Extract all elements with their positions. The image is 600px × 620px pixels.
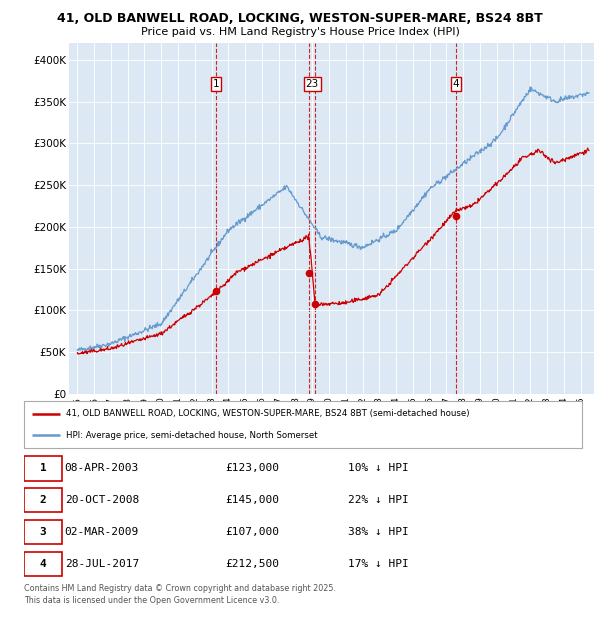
Text: £145,000: £145,000 [225, 495, 279, 505]
Text: 22% ↓ HPI: 22% ↓ HPI [347, 495, 409, 505]
FancyBboxPatch shape [24, 520, 62, 544]
FancyBboxPatch shape [24, 401, 582, 448]
Text: £123,000: £123,000 [225, 464, 279, 474]
Text: 4: 4 [452, 79, 459, 89]
FancyBboxPatch shape [24, 488, 62, 512]
Text: £107,000: £107,000 [225, 527, 279, 537]
Text: 28-JUL-2017: 28-JUL-2017 [65, 559, 139, 569]
Text: 41, OLD BANWELL ROAD, LOCKING, WESTON-SUPER-MARE, BS24 8BT: 41, OLD BANWELL ROAD, LOCKING, WESTON-SU… [57, 12, 543, 25]
Text: 1: 1 [213, 79, 220, 89]
Text: £212,500: £212,500 [225, 559, 279, 569]
Text: 2: 2 [40, 495, 46, 505]
Text: 17% ↓ HPI: 17% ↓ HPI [347, 559, 409, 569]
FancyBboxPatch shape [24, 456, 62, 480]
Text: 10% ↓ HPI: 10% ↓ HPI [347, 464, 409, 474]
Text: 02-MAR-2009: 02-MAR-2009 [65, 527, 139, 537]
Text: Price paid vs. HM Land Registry's House Price Index (HPI): Price paid vs. HM Land Registry's House … [140, 27, 460, 37]
Text: 08-APR-2003: 08-APR-2003 [65, 464, 139, 474]
Text: HPI: Average price, semi-detached house, North Somerset: HPI: Average price, semi-detached house,… [66, 430, 317, 440]
Text: 20-OCT-2008: 20-OCT-2008 [65, 495, 139, 505]
Text: 3: 3 [40, 527, 46, 537]
FancyBboxPatch shape [24, 552, 62, 576]
Text: Contains HM Land Registry data © Crown copyright and database right 2025.: Contains HM Land Registry data © Crown c… [24, 584, 336, 593]
Text: 1: 1 [40, 464, 46, 474]
Text: 4: 4 [40, 559, 46, 569]
Text: 38% ↓ HPI: 38% ↓ HPI [347, 527, 409, 537]
Text: 41, OLD BANWELL ROAD, LOCKING, WESTON-SUPER-MARE, BS24 8BT (semi-detached house): 41, OLD BANWELL ROAD, LOCKING, WESTON-SU… [66, 409, 469, 419]
Text: 23: 23 [305, 79, 319, 89]
Text: This data is licensed under the Open Government Licence v3.0.: This data is licensed under the Open Gov… [24, 596, 280, 606]
